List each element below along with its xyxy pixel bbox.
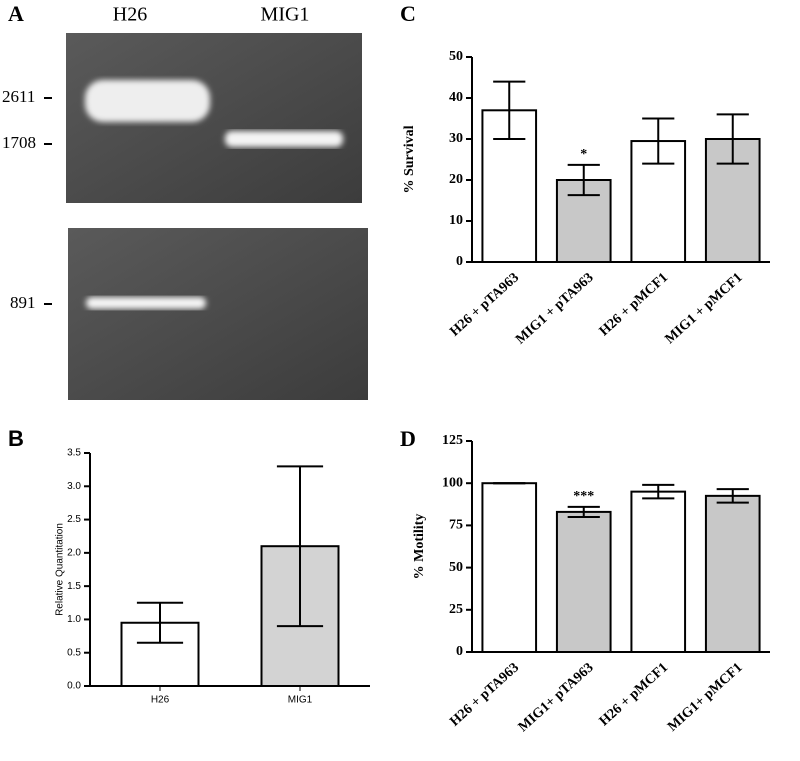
y-tick-label: 1.0 bbox=[67, 614, 81, 625]
y-tick-label: 3.0 bbox=[67, 481, 81, 492]
x-tick-label: MIG1 bbox=[288, 695, 313, 706]
lane-label: H26 bbox=[113, 4, 147, 26]
y-tick-label: 2.5 bbox=[67, 514, 81, 525]
x-tick-label: MIG1+ pTA963 bbox=[516, 660, 597, 735]
y-tick-label: 0 bbox=[456, 644, 463, 659]
panel-label: D bbox=[400, 426, 416, 451]
y-tick-label: 0.0 bbox=[67, 681, 81, 692]
x-tick-label: MIG1 + pMCF1 bbox=[663, 270, 746, 347]
x-tick-label: H26 + pMCF1 bbox=[597, 660, 671, 729]
y-tick-label: 2.0 bbox=[67, 547, 81, 558]
x-tick-label: H26 bbox=[151, 695, 170, 706]
x-tick-label: MIG1+ pMCF1 bbox=[665, 660, 745, 735]
x-tick-label: H26 + pTA963 bbox=[447, 660, 522, 729]
chart: C % Survival 0 10 20 30 40 50 H26 + pTA963 * MIG1 … bbox=[400, 1, 770, 347]
y-tick-label: 50 bbox=[449, 560, 463, 575]
y-tick-label: 1.5 bbox=[67, 581, 81, 592]
gel-band bbox=[225, 131, 343, 147]
chart: B Relative Quantitation 0.0 0.5 1.0 1.5 2.0 2.5… bbox=[8, 426, 370, 706]
y-axis-label: Relative Quantitation bbox=[55, 523, 66, 616]
error-bar bbox=[716, 488, 749, 504]
error-bar bbox=[493, 80, 526, 140]
chart: D % Motility 0 25 50 75 100 125 H26 + pTA963 *** M… bbox=[400, 426, 770, 735]
bar bbox=[630, 490, 687, 654]
error-bar bbox=[276, 465, 324, 628]
error-bar bbox=[642, 117, 675, 165]
y-axis-label: % Motility bbox=[412, 514, 427, 580]
y-tick-label: 125 bbox=[442, 433, 463, 448]
y-tick-label: 3.5 bbox=[67, 448, 81, 459]
bar bbox=[555, 510, 612, 653]
y-tick-label: 40 bbox=[449, 90, 463, 105]
y-axis-label: % Survival bbox=[402, 125, 417, 193]
y-tick-label: 50 bbox=[449, 49, 463, 64]
error-bar bbox=[136, 601, 184, 644]
gel-image bbox=[68, 228, 368, 400]
marker-label: 1708 bbox=[2, 133, 36, 152]
marker-label: 891 bbox=[10, 293, 36, 312]
panel-label: C bbox=[400, 1, 416, 26]
panel-label: A bbox=[8, 1, 24, 26]
bar bbox=[481, 482, 538, 654]
y-tick-label: 30 bbox=[449, 131, 463, 146]
y-tick-label: 75 bbox=[449, 518, 463, 533]
y-tick-label: 100 bbox=[442, 475, 463, 490]
marker-label: 2611 bbox=[2, 87, 35, 106]
error-bar bbox=[642, 483, 675, 500]
y-tick-label: 20 bbox=[449, 172, 463, 187]
x-tick-label: H26 + pTA963 bbox=[447, 270, 522, 339]
gel-band bbox=[85, 80, 210, 122]
gel-band bbox=[86, 297, 206, 309]
y-tick-label: 0.5 bbox=[67, 647, 81, 658]
y-tick-label: 0 bbox=[456, 254, 463, 269]
significance: * bbox=[580, 147, 587, 162]
panel-a: A H26 MIG1 2611 1708 891 bbox=[2, 1, 368, 400]
panel-label: B bbox=[8, 426, 24, 451]
x-tick-label: H26 + pMCF1 bbox=[597, 270, 671, 339]
y-tick-label: 10 bbox=[449, 213, 463, 228]
x-tick-label: MIG1 + pTA963 bbox=[513, 270, 596, 347]
bar bbox=[704, 494, 761, 653]
error-bar bbox=[567, 505, 600, 518]
error-bar bbox=[716, 113, 749, 165]
lane-label: MIG1 bbox=[261, 4, 310, 26]
error-bar bbox=[567, 163, 600, 197]
significance: *** bbox=[573, 489, 594, 504]
y-tick-label: 25 bbox=[449, 602, 463, 617]
